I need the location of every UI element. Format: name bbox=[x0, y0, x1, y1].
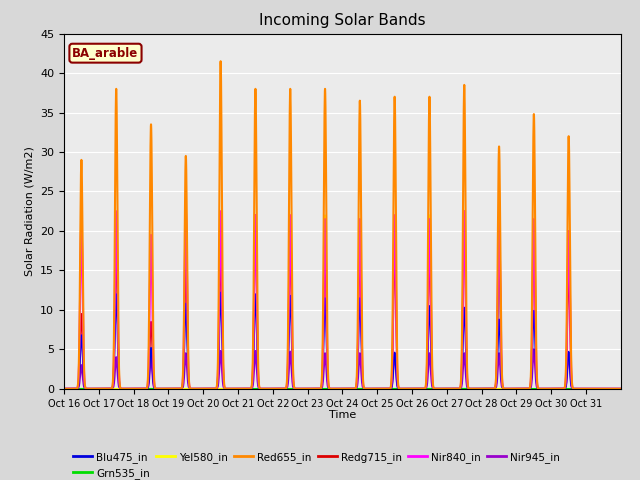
Text: BA_arable: BA_arable bbox=[72, 47, 139, 60]
Y-axis label: Solar Radiation (W/m2): Solar Radiation (W/m2) bbox=[24, 146, 35, 276]
Title: Incoming Solar Bands: Incoming Solar Bands bbox=[259, 13, 426, 28]
X-axis label: Time: Time bbox=[329, 410, 356, 420]
Legend: Blu475_in, Grn535_in, Yel580_in, Red655_in, Redg715_in, Nir840_in, Nir945_in: Blu475_in, Grn535_in, Yel580_in, Red655_… bbox=[69, 448, 564, 480]
